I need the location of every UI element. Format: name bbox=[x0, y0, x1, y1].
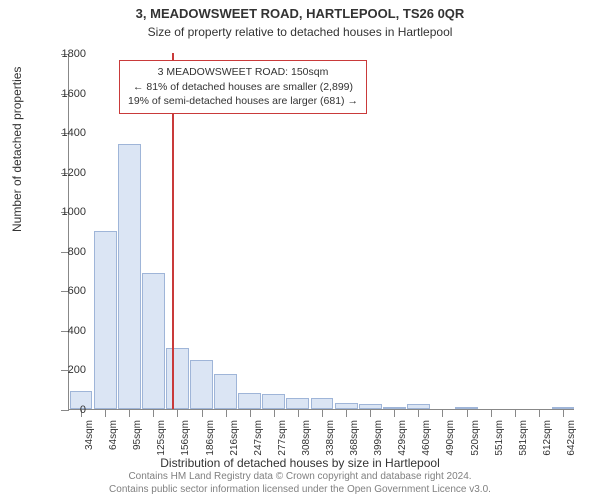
x-tick-label: 368sqm bbox=[349, 420, 360, 456]
x-axis-title: Distribution of detached houses by size … bbox=[0, 456, 600, 470]
histogram-bar bbox=[359, 404, 382, 409]
x-tick-label: 308sqm bbox=[301, 420, 312, 456]
x-tick bbox=[442, 409, 443, 417]
x-tick-label: 399sqm bbox=[373, 420, 384, 456]
histogram-bar bbox=[190, 360, 213, 409]
x-tick bbox=[274, 409, 275, 417]
histogram-bar bbox=[552, 407, 575, 409]
histogram-bar bbox=[118, 144, 141, 409]
x-tick bbox=[467, 409, 468, 417]
histogram-bar bbox=[94, 231, 117, 409]
x-tick-label: 581sqm bbox=[518, 420, 529, 456]
histogram-bar bbox=[335, 403, 358, 409]
x-tick-label: 490sqm bbox=[445, 420, 456, 456]
y-tick-label: 200 bbox=[68, 364, 86, 376]
x-tick bbox=[177, 409, 178, 417]
y-tick-label: 800 bbox=[68, 246, 86, 258]
x-tick bbox=[202, 409, 203, 417]
footer-line2: Contains public sector information licen… bbox=[0, 483, 600, 496]
x-tick-label: 551sqm bbox=[494, 420, 505, 456]
x-tick-label: 277sqm bbox=[277, 420, 288, 456]
x-tick-label: 186sqm bbox=[205, 420, 216, 456]
y-tick-label: 1200 bbox=[62, 167, 86, 179]
y-tick-label: 1000 bbox=[62, 206, 86, 218]
y-tick-label: 600 bbox=[68, 285, 86, 297]
page-subtitle: Size of property relative to detached ho… bbox=[0, 21, 600, 45]
y-tick-label: 1600 bbox=[62, 88, 86, 100]
histogram-bar bbox=[383, 407, 406, 409]
histogram-bar bbox=[286, 398, 309, 409]
x-tick bbox=[563, 409, 564, 417]
histogram-bar bbox=[214, 374, 237, 409]
histogram-bar bbox=[455, 407, 478, 409]
footer-line1: Contains HM Land Registry data © Crown c… bbox=[0, 470, 600, 483]
x-tick bbox=[322, 409, 323, 417]
x-tick-label: 612sqm bbox=[542, 420, 553, 456]
x-tick-label: 520sqm bbox=[470, 420, 481, 456]
x-tick-label: 642sqm bbox=[566, 420, 577, 456]
x-tick bbox=[153, 409, 154, 417]
annotation-box: 3 MEADOWSWEET ROAD: 150sqm← 81% of detac… bbox=[119, 60, 367, 114]
x-tick bbox=[226, 409, 227, 417]
x-tick bbox=[539, 409, 540, 417]
annotation-line: 19% of semi-detached houses are larger (… bbox=[128, 94, 358, 109]
x-tick bbox=[129, 409, 130, 417]
x-tick bbox=[298, 409, 299, 417]
annotation-line: ← 81% of detached houses are smaller (2,… bbox=[128, 80, 358, 95]
histogram-bar bbox=[238, 393, 261, 409]
x-tick-label: 95sqm bbox=[132, 420, 143, 450]
y-axis-title: Number of detached properties bbox=[10, 67, 24, 232]
x-tick bbox=[394, 409, 395, 417]
x-tick bbox=[346, 409, 347, 417]
histogram-chart: 3 MEADOWSWEET ROAD: 150sqm← 81% of detac… bbox=[68, 54, 574, 410]
x-tick bbox=[515, 409, 516, 417]
x-tick-label: 156sqm bbox=[180, 420, 191, 456]
x-tick bbox=[370, 409, 371, 417]
x-tick-label: 429sqm bbox=[397, 420, 408, 456]
histogram-bar bbox=[166, 348, 189, 409]
y-tick bbox=[61, 410, 69, 411]
x-tick-label: 338sqm bbox=[325, 420, 336, 456]
histogram-bar bbox=[262, 394, 285, 409]
x-tick bbox=[491, 409, 492, 417]
y-tick-label: 1800 bbox=[62, 48, 86, 60]
x-tick-label: 460sqm bbox=[421, 420, 432, 456]
page-title: 3, MEADOWSWEET ROAD, HARTLEPOOL, TS26 0Q… bbox=[0, 0, 600, 21]
x-tick-label: 247sqm bbox=[253, 420, 264, 456]
x-tick bbox=[105, 409, 106, 417]
histogram-bar bbox=[311, 398, 334, 409]
annotation-line: 3 MEADOWSWEET ROAD: 150sqm bbox=[128, 65, 358, 80]
x-tick-label: 125sqm bbox=[156, 420, 167, 456]
x-tick bbox=[418, 409, 419, 417]
histogram-bar bbox=[407, 404, 430, 409]
x-tick bbox=[250, 409, 251, 417]
y-tick-label: 1400 bbox=[62, 127, 86, 139]
x-tick-label: 216sqm bbox=[229, 420, 240, 456]
x-tick-label: 34sqm bbox=[84, 420, 95, 450]
histogram-bar bbox=[142, 273, 165, 409]
x-tick-label: 64sqm bbox=[108, 420, 119, 450]
footer-attrib: Contains HM Land Registry data © Crown c… bbox=[0, 470, 600, 500]
y-tick-label: 0 bbox=[80, 404, 86, 416]
y-tick-label: 400 bbox=[68, 325, 86, 337]
